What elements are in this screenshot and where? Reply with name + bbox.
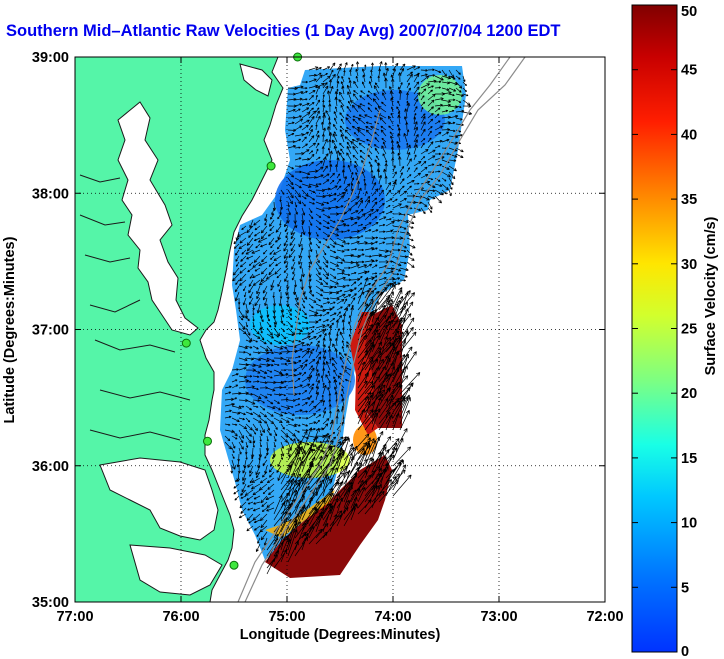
velocity-vectors <box>224 61 473 575</box>
x-tick-label: 76:00 <box>162 609 199 625</box>
chesapeake-bay <box>117 101 199 336</box>
x-tick-label: 74:00 <box>374 609 411 625</box>
mid-station-marker <box>266 161 276 171</box>
x-axis-ticks: 77:00 76:00 75:00 74:00 73:00 72:00 <box>56 57 624 625</box>
y-tick-label: 39:00 <box>32 50 69 66</box>
map-title: Southern Mid–Atlantic Raw Velocities (1 … <box>6 22 561 40</box>
bathymetry-contours <box>237 57 526 602</box>
y-tick-label: 38:00 <box>32 186 69 202</box>
colorbar-tick-label: 0 <box>681 644 689 659</box>
colorbar-tick-label: 45 <box>681 63 697 79</box>
rivers <box>79 174 191 441</box>
colorbar-tick-label: 30 <box>681 257 697 273</box>
colorbar-tick-label: 20 <box>681 386 697 402</box>
vector-arrows <box>224 61 473 575</box>
x-tick-label: 73:00 <box>480 609 517 625</box>
colorbar-tick-label: 50 <box>681 4 697 20</box>
station-markers <box>181 52 303 570</box>
delaware-bay <box>239 63 273 97</box>
colorbar-ticks: 0 5 10 15 20 25 30 35 40 45 50 <box>632 4 697 659</box>
x-tick-label: 72:00 <box>586 609 623 625</box>
y-axis-label: Latitude (Degrees:Minutes) <box>2 236 18 423</box>
colorbar-tick-label: 10 <box>681 516 697 532</box>
y-tick-label: 36:00 <box>32 459 69 475</box>
colorbar-label: Surface Velocity (cm/s) <box>703 216 719 375</box>
hatteras-station-marker <box>229 560 239 570</box>
x-axis-label: Longitude (Degrees:Minutes) <box>240 627 441 643</box>
colorbar-tick-label: 35 <box>681 192 697 208</box>
colorbar-tick-label: 40 <box>681 127 697 143</box>
colorbar-tick-label: 5 <box>681 580 689 596</box>
virginia-station-marker <box>181 338 191 348</box>
colorbar <box>631 4 678 653</box>
y-axis-ticks: 35:00 36:00 37:00 38:00 39:00 <box>32 50 605 611</box>
colorbar-tick-label: 25 <box>681 322 697 338</box>
map-grid <box>75 57 605 602</box>
x-tick-label: 75:00 <box>268 609 305 625</box>
colorbar-tick-label: 15 <box>681 451 697 467</box>
duck-station-marker <box>203 436 212 446</box>
x-tick-label: 77:00 <box>56 609 93 625</box>
y-tick-label: 37:00 <box>32 323 69 339</box>
y-tick-label: 35:00 <box>32 595 69 611</box>
albemarle-sound <box>99 457 219 541</box>
pamlico-sound <box>129 544 223 596</box>
